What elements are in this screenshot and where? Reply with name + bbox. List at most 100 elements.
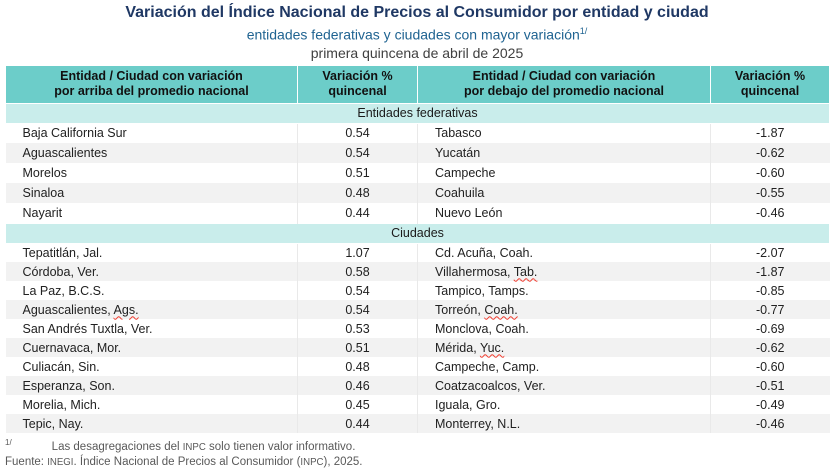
source-acronym: INEGI: [47, 456, 74, 468]
table-row: Cuernavaca, Mor. 0.51 Mérida, Yuc. -0.62: [5, 338, 830, 358]
page-title: Variación del Índice Nacional de Precios…: [125, 4, 709, 21]
table-row: Esperanza, Son. 0.46 Coatzacoalcos, Ver. -0…: [5, 376, 830, 396]
entity-name-cell-left: Tepatitlán, Jal.: [5, 243, 298, 263]
footnote-source: Fuente: INEGI. Índice Nacional de Precio…: [5, 455, 834, 470]
table-row: Nayarit 0.44 Nuevo León -0.46: [5, 203, 830, 224]
header-line: Entidad / Ciudad con variación: [472, 69, 656, 84]
footnote-marker-ref: 1/: [579, 26, 588, 36]
entity-name-cell-right: Coatzacoalcos, Ver.: [417, 376, 711, 396]
variation-value-cell-left: 0.44: [297, 414, 418, 434]
entity-name-cell-right: Campeche, Camp.: [417, 357, 711, 377]
header-line: Variación %: [734, 69, 806, 84]
table-row: Tepic, Nay. 0.44 Monterrey, N.L. -0.46: [5, 414, 830, 434]
entity-name-cell-right: Cd. Acuña, Coah.: [417, 243, 711, 263]
variation-value-cell-right: -0.55: [710, 183, 830, 204]
entity-name-cell-left: Aguascalientes, Ags.: [5, 300, 298, 320]
entity-name-cell-left: La Paz, B.C.S.: [5, 281, 298, 301]
table-row: San Andrés Tuxtla, Ver. 0.53 Monclova, Coa…: [5, 319, 830, 339]
footnotes: 1/Las desagregaciones del INPC solo tien…: [5, 436, 834, 470]
variation-value-cell-right: -0.85: [756, 283, 785, 298]
header-line: quincenal: [740, 84, 800, 99]
entity-name-cell-left: Baja California Sur: [5, 123, 298, 144]
period-line: primera quincena de abril de 2025: [310, 44, 524, 61]
footnote-note: 1/Las desagregaciones del INPC solo tien…: [5, 436, 834, 455]
entity-name-cell-left: Tepic, Nay.: [5, 414, 298, 434]
spellcheck-flagged-word: Ags.: [113, 302, 139, 317]
header-line: por arriba del promedio nacional: [54, 84, 249, 99]
variation-value-cell-right: -0.62: [710, 338, 830, 358]
table-body: Entidades federativas Baja California Sur…: [5, 102, 830, 434]
footnote-acronym: INPC: [182, 441, 206, 453]
entity-name-cell-left: San Andrés Tuxtla, Ver.: [5, 319, 298, 339]
entity-name-cell-right: Villahermosa, Tab.: [417, 262, 711, 282]
section-label: Entidades federativas: [5, 102, 830, 124]
source-acronym: INPC: [300, 456, 324, 468]
variation-value-cell-right: -0.46: [756, 205, 785, 220]
entity-name-cell-right: Monterrey, N.L.: [417, 414, 711, 434]
variation-value-cell-left: 0.54: [297, 143, 418, 164]
col-header-entity-above: Entidad / Ciudad con variación por arrib…: [5, 64, 298, 104]
section-row: Ciudades: [5, 222, 830, 244]
col-header-variation-below: Variación % quincenal: [710, 64, 830, 104]
entity-name-cell-right: Monclova, Coah.: [417, 319, 711, 339]
variation-value-cell-left: 0.58: [297, 262, 418, 282]
variation-value-cell-right: -1.87: [756, 126, 785, 141]
table-row: Córdoba, Ver. 0.58 Villahermosa, Tab. -1.87: [5, 262, 830, 282]
variation-value-cell-left: 0.44: [297, 203, 418, 224]
entity-name-cell-left: Aguascalientes: [5, 143, 298, 164]
table-row: Aguascalientes, Ags. 0.54 Torreón, Coah. -0…: [5, 300, 830, 320]
table-row: Tepatitlán, Jal. 1.07 Cd. Acuña, Coah. -2.0…: [5, 243, 830, 263]
entity-name-cell-left: Culiacán, Sin.: [5, 357, 298, 377]
entity-name-cell-left: Esperanza, Son.: [5, 376, 298, 396]
entity-name-cell-right: Tabasco: [417, 123, 711, 144]
table-row: Morelia, Mich. 0.45 Iguala, Gro. -0.49: [5, 395, 830, 415]
table-row: Culiacán, Sin. 0.48 Campeche, Camp. -0.60: [5, 357, 830, 377]
variation-value-cell-right: -0.60: [756, 359, 785, 374]
variation-value-cell-left: 0.48: [297, 183, 418, 204]
entity-name-cell-right: Campeche: [417, 163, 711, 184]
col-header-variation-above: Variación % quincenal: [297, 64, 418, 104]
entity-name-cell-right: Mérida, Yuc.: [417, 338, 711, 358]
variation-value-cell-left: 0.48: [297, 357, 418, 377]
inpc-variation-table: Entidad / Ciudad con variación por arrib…: [5, 64, 830, 434]
variation-value-cell-right: -0.46: [710, 414, 830, 434]
variation-value-cell-right: -0.49: [756, 397, 785, 412]
table-row: Baja California Sur 0.54 Tabasco -1.87: [5, 123, 830, 144]
entity-name-cell-left: Morelia, Mich.: [5, 395, 298, 415]
header-line: quincenal: [328, 84, 387, 99]
entity-name-cell-left: Córdoba, Ver.: [5, 262, 298, 282]
footnote-marker: 1/: [5, 438, 12, 448]
variation-value-cell-right: -0.62: [710, 143, 830, 164]
footnote-text: Las desagregaciones del: [51, 440, 183, 453]
section-label: Ciudades: [5, 222, 830, 244]
footnote-text: solo tienen valor informativo.: [205, 440, 356, 453]
entity-name-cell-right: Coahuila: [417, 183, 711, 204]
table-row: Morelos 0.51 Campeche -0.60: [5, 163, 830, 184]
variation-value-cell-left: 0.45: [297, 395, 418, 415]
entity-name-cell-right: Yucatán: [417, 143, 711, 164]
header-line: Entidad / Ciudad con variación: [60, 69, 243, 84]
spellcheck-flagged-word: Coah.: [484, 302, 518, 317]
entity-name-cell-right: Tampico, Tamps.: [417, 281, 711, 301]
table-row: Sinaloa 0.48 Coahuila -0.55: [5, 183, 830, 204]
variation-value-cell-left: 0.54: [297, 300, 418, 320]
source-text: . Índice Nacional de Precios al Consumid…: [73, 455, 301, 468]
header-row: Entidad / Ciudad con variación por arrib…: [5, 64, 830, 104]
variation-value-cell-right: -0.60: [756, 166, 785, 181]
entity-name-cell-right: Torreón, Coah.: [417, 300, 711, 320]
variation-value-cell-left: 0.53: [297, 319, 418, 339]
header-line: Variación %: [322, 69, 393, 84]
variation-value-cell-right: -2.07: [756, 245, 785, 260]
variation-value-cell-right: -1.87: [710, 262, 830, 282]
header-line: por debajo del promedio nacional: [463, 84, 665, 99]
table-row: La Paz, B.C.S. 0.54 Tampico, Tamps. -0.85: [5, 281, 830, 301]
subtitle-text: entidades federativas y ciudades con may…: [246, 26, 580, 43]
spellcheck-flagged-word: Yuc.: [479, 340, 505, 355]
entity-name-cell-left: Cuernavaca, Mor.: [5, 338, 298, 358]
entity-name-cell-left: Nayarit: [5, 203, 298, 224]
variation-value-cell-left: 0.54: [297, 281, 418, 301]
source-text: Fuente:: [5, 455, 48, 468]
variation-value-cell-left: 0.51: [297, 163, 418, 184]
variation-value-cell-right: -0.77: [710, 300, 830, 320]
